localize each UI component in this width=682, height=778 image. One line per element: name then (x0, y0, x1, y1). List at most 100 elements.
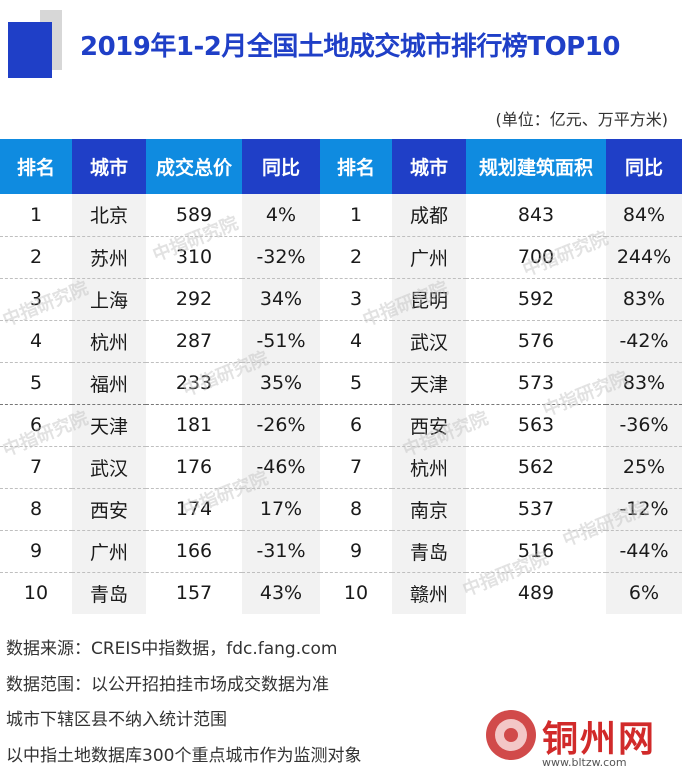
right-city-cell: 西安 (392, 404, 466, 447)
right-yoy-cell: -36% (606, 404, 682, 447)
header-right-city: 城市 (392, 139, 466, 194)
right-rank-cell: 7 (320, 446, 392, 489)
header-left-rank: 排名 (0, 139, 72, 194)
table-row: 9 广州 166 -31% 9 青岛 516 -44% (0, 530, 682, 573)
header-right-floor-area: 规划建筑面积 (466, 139, 606, 194)
left-yoy-cell: 34% (242, 278, 320, 321)
table-row: 3 上海 292 34% 3 昆明 592 83% (0, 278, 682, 321)
note-data-scope: 数据范围：以公开招拍挂市场成交数据为准 (6, 674, 329, 695)
left-yoy-cell: -51% (242, 320, 320, 363)
left-yoy-cell: 4% (242, 194, 320, 237)
left-rank-cell: 3 (0, 278, 72, 321)
header-left-total-price: 成交总价 (146, 139, 242, 194)
left-value-cell: 233 (146, 362, 242, 405)
header-right-rank: 排名 (320, 139, 392, 194)
left-city-cell: 北京 (72, 194, 146, 237)
right-rank-cell: 1 (320, 194, 392, 237)
unit-note: (单位：亿元、万平方米) (495, 110, 669, 129)
right-city-cell: 杭州 (392, 446, 466, 489)
right-yoy-cell: 83% (606, 278, 682, 321)
right-yoy-cell: 25% (606, 446, 682, 489)
right-rank-cell: 9 (320, 530, 392, 573)
site-logo: 铜州网 www.bltzw.com (486, 708, 676, 774)
right-value-cell: 573 (466, 362, 606, 405)
right-city-cell: 昆明 (392, 278, 466, 321)
left-value-cell: 292 (146, 278, 242, 321)
left-rank-cell: 1 (0, 194, 72, 237)
left-yoy-cell: 35% (242, 362, 320, 405)
right-value-cell: 700 (466, 236, 606, 279)
left-rank-cell: 7 (0, 446, 72, 489)
left-value-cell: 181 (146, 404, 242, 447)
right-rank-cell: 8 (320, 488, 392, 531)
left-city-cell: 青岛 (72, 572, 146, 614)
right-rank-cell: 2 (320, 236, 392, 279)
left-value-cell: 174 (146, 488, 242, 531)
left-rank-cell: 8 (0, 488, 72, 531)
right-city-cell: 赣州 (392, 572, 466, 614)
table-row: 10 青岛 157 43% 10 赣州 489 6% (0, 572, 682, 614)
right-rank-cell: 3 (320, 278, 392, 321)
left-rank-cell: 10 (23, 582, 49, 605)
right-rank-cell: 10 (343, 582, 369, 605)
right-city-cell: 武汉 (392, 320, 466, 363)
left-rank-cell: 6 (0, 404, 72, 447)
right-yoy-cell: 6% (606, 572, 682, 614)
left-value-cell: 157 (175, 582, 213, 605)
ranking-table: 排名 城市 成交总价 同比 排名 城市 规划建筑面积 同比 1 北京 589 4… (0, 139, 682, 614)
left-city-cell: 广州 (72, 530, 146, 573)
left-rank-cell: 2 (0, 236, 72, 279)
right-value-cell: 516 (466, 530, 606, 573)
left-rank-cell: 9 (0, 530, 72, 573)
right-value-cell: 843 (466, 194, 606, 237)
right-rank-cell: 4 (320, 320, 392, 363)
header-right-yoy: 同比 (606, 139, 682, 194)
left-yoy-cell: -31% (242, 530, 320, 573)
table-row: 1 北京 589 4% 1 成都 843 84% (0, 194, 682, 237)
right-yoy-cell: -44% (606, 530, 682, 573)
left-value-cell: 176 (146, 446, 242, 489)
right-rank-cell: 5 (320, 362, 392, 405)
left-city-cell: 武汉 (72, 446, 146, 489)
table-row: 6 天津 181 -26% 6 西安 563 -36% (0, 404, 682, 447)
header-left-city: 城市 (72, 139, 146, 194)
note-data-source: 数据来源：CREIS中指数据，fdc.fang.com (6, 639, 338, 659)
header-left-yoy: 同比 (242, 139, 320, 194)
right-yoy-cell: -12% (606, 488, 682, 531)
left-city-cell: 上海 (72, 278, 146, 321)
note-monitoring-scope: 以中指土地数据库300个重点城市作为监测对象 (6, 745, 362, 766)
title-decoration-blue (8, 22, 52, 78)
right-value-cell: 489 (517, 582, 555, 605)
left-city-cell: 天津 (72, 404, 146, 447)
left-rank-cell: 5 (0, 362, 72, 405)
table-row: 7 武汉 176 -46% 7 杭州 562 25% (0, 446, 682, 489)
note-district-exclusion: 城市下辖区县不纳入统计范围 (6, 710, 227, 730)
logo-url: www.bltzw.com (542, 756, 627, 769)
left-city-cell: 福州 (72, 362, 146, 405)
right-value-cell: 562 (466, 446, 606, 489)
right-value-cell: 563 (466, 404, 606, 447)
left-yoy-cell: -46% (242, 446, 320, 489)
footnotes: 数据来源：CREIS中指数据，fdc.fang.com 数据范围：以公开招拍挂市… (6, 632, 361, 774)
right-value-cell: 576 (466, 320, 606, 363)
left-city-cell: 西安 (72, 488, 146, 531)
table-header-row: 排名 城市 成交总价 同比 排名 城市 规划建筑面积 同比 (0, 139, 682, 194)
right-city-cell: 广州 (392, 236, 466, 279)
right-yoy-cell: 84% (606, 194, 682, 237)
right-yoy-cell: 244% (606, 236, 682, 279)
left-yoy-cell: -26% (242, 404, 320, 447)
left-yoy-cell: 17% (242, 488, 320, 531)
right-yoy-cell: -42% (606, 320, 682, 363)
page-title: 2019年1-2月全国土地成交城市排行榜TOP10 (80, 32, 620, 62)
right-value-cell: 592 (466, 278, 606, 321)
right-yoy-cell: 83% (606, 362, 682, 405)
right-city-cell: 天津 (392, 362, 466, 405)
left-city-cell: 杭州 (72, 320, 146, 363)
left-value-cell: 310 (146, 236, 242, 279)
right-rank-cell: 6 (320, 404, 392, 447)
right-value-cell: 537 (466, 488, 606, 531)
logo-name: 铜州网 (542, 719, 657, 760)
left-rank-cell: 4 (0, 320, 72, 363)
table-row: 8 西安 174 17% 8 南京 537 -12% (0, 488, 682, 531)
left-value-cell: 287 (146, 320, 242, 363)
